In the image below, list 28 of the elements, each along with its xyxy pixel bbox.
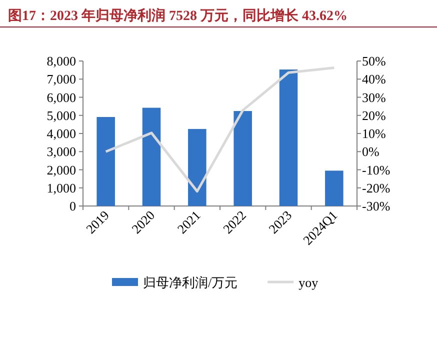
y-tick-label: 3,000 (46, 144, 76, 160)
y-tick-label: 1,000 (46, 180, 76, 196)
line-series (104, 66, 336, 193)
bar (188, 128, 206, 206)
y-tick-label: 8,000 (46, 54, 76, 68)
y-tick-label: 6,000 (46, 90, 76, 105)
legend-label: 归母净利润/万元 (143, 275, 238, 290)
y-tick-label: 5,000 (46, 108, 76, 123)
y2-tick-label: 50% (362, 54, 386, 68)
bar (234, 111, 252, 206)
chart-title: 图17：2023 年归母净利润 7528 万元，同比增长 43.62% (8, 7, 348, 24)
bar (279, 70, 298, 206)
y2-tick-label: -30% (362, 198, 390, 214)
y-tick-label: 7,000 (46, 72, 76, 87)
y2-tick-label: 10% (362, 126, 386, 141)
y2-tick-label: 0% (362, 144, 380, 160)
y-tick-label: 2,000 (46, 162, 76, 178)
y-tick-label: 0 (70, 198, 76, 214)
bar (96, 117, 115, 206)
bar (325, 170, 344, 206)
y2-tick-label: 30% (362, 90, 386, 105)
legend-label: yoy (298, 275, 319, 290)
y2-tick-label: -10% (362, 162, 390, 178)
y2-tick-label: 20% (362, 108, 386, 123)
bar (142, 108, 161, 206)
y2-tick-label: -20% (362, 180, 390, 196)
y-tick-label: 4,000 (46, 126, 76, 141)
y2-tick-label: 40% (362, 72, 386, 87)
